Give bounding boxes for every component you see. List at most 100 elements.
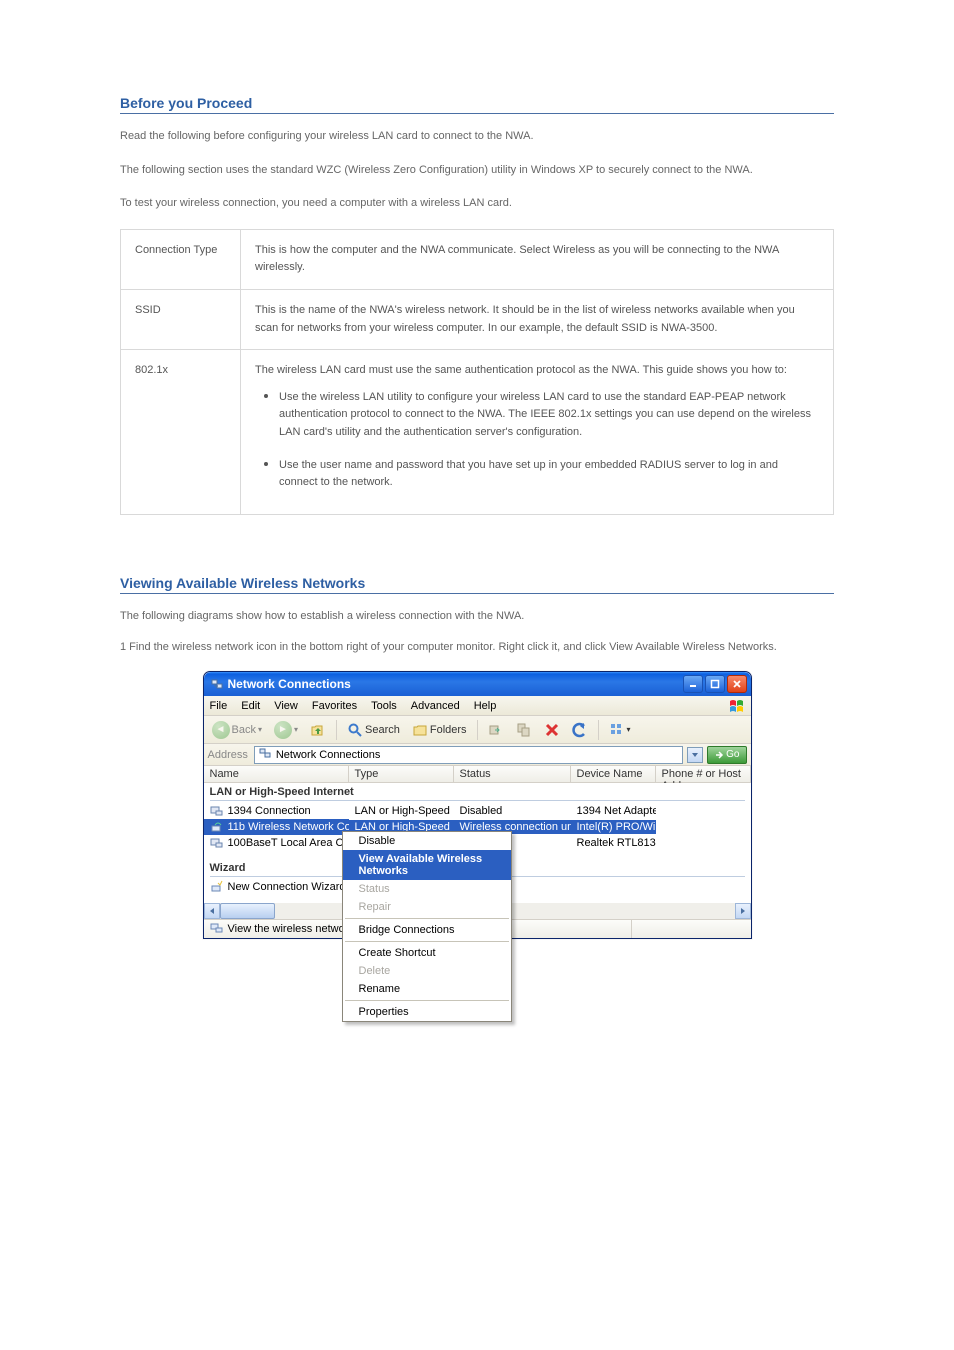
windows-flag-icon (729, 698, 747, 717)
folder-up-icon (310, 722, 326, 738)
titlebar[interactable]: Network Connections (204, 672, 751, 696)
lan-icon (210, 836, 224, 850)
intro-2: The following section uses the standard … (120, 162, 834, 180)
ctx-delete: Delete (343, 962, 511, 980)
list-row[interactable]: 1394 Connection LAN or High-Speed Intern… (204, 803, 751, 819)
menu-advanced[interactable]: Advanced (411, 700, 460, 712)
tbl-r3-val: The wireless LAN card must use the same … (241, 350, 834, 515)
ctx-rename[interactable]: Rename (343, 980, 511, 998)
lan-icon (210, 804, 224, 818)
network-icon (258, 746, 272, 763)
folders-icon (412, 722, 428, 738)
views-icon (609, 722, 625, 738)
dropdown-icon: ▾ (294, 725, 298, 734)
forward-icon: ► (274, 721, 292, 739)
search-icon (347, 722, 363, 738)
heading-available: Viewing Available Wireless Networks (120, 575, 834, 594)
settings-table: Connection Type This is how the computer… (120, 229, 834, 515)
ctx-shortcut[interactable]: Create Shortcut (343, 944, 511, 962)
close-button[interactable] (727, 675, 747, 693)
intro-1: Read the following before configuring yo… (120, 128, 834, 146)
ctx-separator (345, 941, 509, 942)
menubar: File Edit View Favorites Tools Advanced … (204, 696, 751, 716)
minimize-button[interactable] (683, 675, 703, 693)
ctx-disable[interactable]: Disable (343, 832, 511, 850)
step-1: 1 Find the wireless network icon in the … (120, 641, 834, 653)
dropdown-icon: ▾ (627, 725, 631, 734)
intro-3: To test your wireless connection, you ne… (120, 195, 834, 213)
toolbar-separator (336, 720, 337, 740)
address-value: Network Connections (276, 749, 381, 761)
tbl-r2-label: SSID (121, 289, 241, 349)
delete-x-icon (544, 722, 560, 738)
go-button[interactable]: Go (707, 746, 746, 764)
dropdown-icon: ▾ (258, 725, 262, 734)
row-type: LAN or High-Speed Internet (349, 804, 454, 818)
context-menu: Disable View Available Wireless Networks… (342, 831, 512, 1022)
wireless-icon (210, 820, 224, 834)
views-button[interactable]: ▾ (605, 720, 635, 740)
undo-button[interactable] (568, 720, 592, 740)
tbl-r3-label: 802.1x (121, 350, 241, 515)
tbl-r3-bullet2: Use the user name and password that you … (279, 452, 819, 492)
column-headers[interactable]: Name Type Status Device Name Phone # or … (204, 766, 751, 783)
tbl-r1-label: Connection Type (121, 229, 241, 289)
ctx-status: Status (343, 880, 511, 898)
folders-button[interactable]: Folders (408, 720, 471, 740)
col-phone[interactable]: Phone # or Host Address (656, 766, 751, 782)
scroll-left-button[interactable] (204, 903, 220, 919)
menu-help[interactable]: Help (474, 700, 497, 712)
moveto-button[interactable] (484, 720, 508, 740)
go-icon (714, 750, 724, 760)
toolbar-separator (598, 720, 599, 740)
go-label: Go (726, 749, 739, 760)
address-input[interactable]: Network Connections (254, 746, 683, 764)
row-device: 1394 Net Adapter (571, 804, 656, 818)
statusbar-right (631, 920, 751, 938)
col-name[interactable]: Name (204, 766, 349, 782)
row-name: 11b Wireless Network Connection (228, 821, 349, 833)
ctx-separator (345, 918, 509, 919)
maximize-button[interactable] (705, 675, 725, 693)
available-body: The following diagrams show how to estab… (120, 608, 834, 626)
tbl-r2-val: This is the name of the NWA's wireless n… (241, 289, 834, 349)
network-connections-window: Network Connections File Edit View Favor… (203, 671, 752, 939)
row-status: Disabled (454, 804, 571, 818)
menu-edit[interactable]: Edit (241, 700, 260, 712)
address-bar: Address Network Connections Go (204, 744, 751, 766)
delete-button[interactable] (540, 720, 564, 740)
row-name: 100BaseT Local Area Connection (228, 837, 349, 849)
ctx-properties[interactable]: Properties (343, 1003, 511, 1021)
group-lan: LAN or High-Speed Internet (204, 783, 751, 803)
copyto-icon (516, 722, 532, 738)
menu-file[interactable]: File (210, 700, 228, 712)
scroll-thumb[interactable] (220, 903, 275, 919)
copyto-button[interactable] (512, 720, 536, 740)
address-label: Address (208, 749, 248, 761)
row-name: 1394 Connection (228, 805, 311, 817)
row-device: Intel(R) PRO/Wireless ... (571, 820, 656, 834)
col-type[interactable]: Type (349, 766, 454, 782)
toolbar-separator (477, 720, 478, 740)
menu-tools[interactable]: Tools (371, 700, 397, 712)
menu-favorites[interactable]: Favorites (312, 700, 357, 712)
forward-button[interactable]: ► ▾ (270, 719, 302, 741)
back-label: Back (232, 724, 256, 736)
col-status[interactable]: Status (454, 766, 571, 782)
ctx-repair: Repair (343, 898, 511, 916)
address-dropdown[interactable] (687, 747, 703, 763)
row-device: Realtek RTL8139/810x... (571, 836, 656, 850)
search-button[interactable]: Search (343, 720, 404, 740)
up-button[interactable] (306, 720, 330, 740)
ctx-view-available[interactable]: View Available Wireless Networks (343, 850, 511, 880)
ctx-separator (345, 1000, 509, 1001)
back-icon: ◄ (212, 721, 230, 739)
tbl-r3-lead: The wireless LAN card must use the same … (255, 364, 787, 376)
toolbar: ◄ Back ▾ ► ▾ Search (204, 716, 751, 744)
back-button[interactable]: ◄ Back ▾ (208, 719, 266, 741)
scroll-right-button[interactable] (735, 903, 751, 919)
menu-view[interactable]: View (274, 700, 298, 712)
ctx-bridge[interactable]: Bridge Connections (343, 921, 511, 939)
row-name: New Connection Wizard (228, 881, 346, 893)
col-device[interactable]: Device Name (571, 766, 656, 782)
